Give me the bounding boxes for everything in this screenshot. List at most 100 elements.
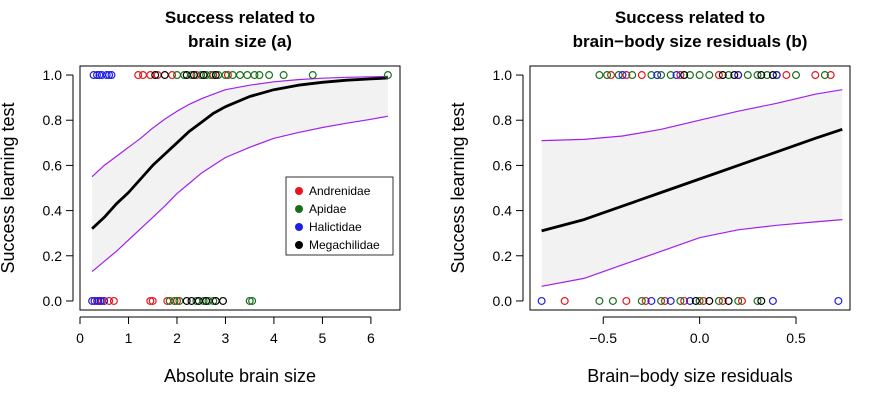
data-point-apidae-fail [165, 296, 174, 305]
data-point-apidae-success [187, 71, 196, 80]
data-point-andrenidae-fail [737, 296, 746, 305]
panel-a-x-tick-label: 3 [222, 330, 230, 346]
data-point-apidae-success [724, 71, 733, 80]
data-point-megachilidae-fail [724, 296, 733, 305]
panel-b-y-axis: 0.0 0.2 0.4 0.6 0.8 1.0 [493, 67, 524, 309]
data-point-apidae-success [228, 71, 237, 80]
legend-marker-andrenidae [295, 187, 303, 195]
panel-b-upper-ci-line [541, 89, 843, 142]
data-point-andrenidae-fail [641, 296, 650, 305]
data-point-apidae-success [308, 71, 317, 80]
legend-marker-megachilidae [295, 241, 303, 249]
data-point-apidae-success [250, 71, 259, 80]
data-point-andrenidae-success [139, 71, 148, 80]
data-point-megachilidae-success [189, 71, 198, 80]
data-point-apidae-success [753, 71, 762, 80]
data-point-apidae-fail [199, 296, 208, 305]
panel-a-y-tick-label: 0.4 [43, 203, 63, 219]
panel-b-lower-ci-line [541, 219, 843, 287]
data-point-apidae-success [595, 71, 604, 80]
data-point-apidae-success [202, 71, 211, 80]
data-point-megachilidae-success [151, 71, 160, 80]
panel-a-y-label: Success learning test [0, 102, 18, 273]
panel-a-confidence-band [92, 76, 388, 272]
data-point-halictidae-fail [96, 296, 105, 305]
panel-b-y-label: Success learning test [448, 102, 468, 273]
panel-b-plot-box [529, 65, 851, 311]
data-point-andrenidae-success [134, 71, 143, 80]
panel-b-confidence-band [541, 89, 843, 287]
panel-a-lower-ci-line [91, 115, 389, 273]
data-point-apidae-fail [714, 296, 723, 305]
data-point-andrenidae-success [676, 71, 685, 80]
data-point-andrenidae-fail [109, 296, 118, 305]
data-point-halictidae-fail [90, 296, 99, 305]
data-point-andrenidae-fail [560, 296, 569, 305]
data-point-megachilidae-fail [705, 296, 714, 305]
data-point-megachilidae-success [160, 71, 169, 80]
panel-a-x-tick-label: 0 [76, 330, 84, 346]
data-point-halictidae-fail [666, 296, 675, 305]
panel-a-y-tick-label: 0.8 [43, 112, 63, 128]
data-point-andrenidae-fail [148, 296, 157, 305]
data-point-andrenidae-success [606, 71, 615, 80]
panel-b: Success related to brain−body size resid… [448, 8, 851, 386]
data-point-apidae-success [705, 71, 714, 80]
panel-a-ci-band [92, 76, 388, 272]
data-point-apidae-fail [248, 296, 257, 305]
data-point-apidae-success [243, 71, 252, 80]
panel-b-x-tick-label: −0.5 [589, 330, 617, 346]
data-point-apidae-success [695, 71, 704, 80]
data-point-halictidae-success [102, 71, 111, 80]
panel-b-fit-line [541, 127, 843, 233]
data-point-halictidae-fail [834, 296, 843, 305]
panel-b-y-tick-label: 0.6 [493, 157, 513, 173]
data-point-halictidae-success [92, 71, 101, 80]
data-point-andrenidae-success [782, 71, 791, 80]
panel-b-fit-lines [541, 89, 843, 287]
data-point-andrenidae-fail [105, 296, 114, 305]
data-point-apidae-success [236, 71, 245, 80]
legend-box [285, 176, 394, 256]
panel-a-fit-lines [91, 75, 389, 273]
data-point-halictidae-fail [537, 296, 546, 305]
data-point-apidae-success [614, 71, 623, 80]
panel-b-ci-band [541, 89, 843, 287]
panel-b-y-tick-label: 0.4 [493, 203, 513, 219]
data-point-halictidae-success [107, 71, 116, 80]
data-point-apidae-success [666, 71, 675, 80]
legend: Andrenidae Apidae Halictidae Megachilida… [285, 176, 394, 256]
data-point-megachilidae-fail [691, 296, 700, 305]
panel-b-y-tick-label: 0.8 [493, 112, 513, 128]
data-point-andrenidae-success [826, 71, 835, 80]
data-point-apidae-fail [637, 296, 646, 305]
data-point-apidae-success [743, 71, 752, 80]
panel-a-y-tick-label: 0.6 [43, 157, 63, 173]
data-point-apidae-success [647, 71, 656, 80]
data-point-megachilidae-success [211, 71, 220, 80]
data-point-andrenidae-success [714, 71, 723, 80]
data-point-andrenidae-fail [699, 296, 708, 305]
data-point-apidae-success [820, 71, 829, 80]
panel-b-y-tick-label: 0.0 [493, 293, 513, 309]
panel-a-y-tick-label: 0.2 [43, 248, 63, 264]
panel-b-x-axis: −0.5 0.0 0.5 [589, 316, 806, 346]
data-point-megachilidae-fail [202, 296, 211, 305]
legend-label-halictidae: Halictidae [309, 220, 362, 234]
panel-b-x-tick-label: 0.5 [786, 330, 806, 346]
panel-a-upper-ci-line [91, 75, 388, 178]
data-point-halictidae-success [618, 71, 627, 80]
data-point-megachilidae-success [757, 71, 766, 80]
data-point-halictidae-success [772, 71, 781, 80]
data-point-megachilidae-success [199, 71, 208, 80]
panel-a-x-tick-label: 5 [319, 330, 327, 346]
data-point-halictidae-fail [100, 296, 109, 305]
panel-a-x-label: Absolute brain size [164, 366, 316, 386]
data-point-halictidae-success [653, 71, 662, 80]
data-point-apidae-fail [595, 296, 604, 305]
panel-a-y-tick-label: 1.0 [43, 67, 63, 83]
data-point-megachilidae-success [768, 71, 777, 80]
data-point-andrenidae-fail [622, 296, 631, 305]
panel-a-x-axis: 0 1 2 3 4 5 6 [76, 316, 375, 346]
